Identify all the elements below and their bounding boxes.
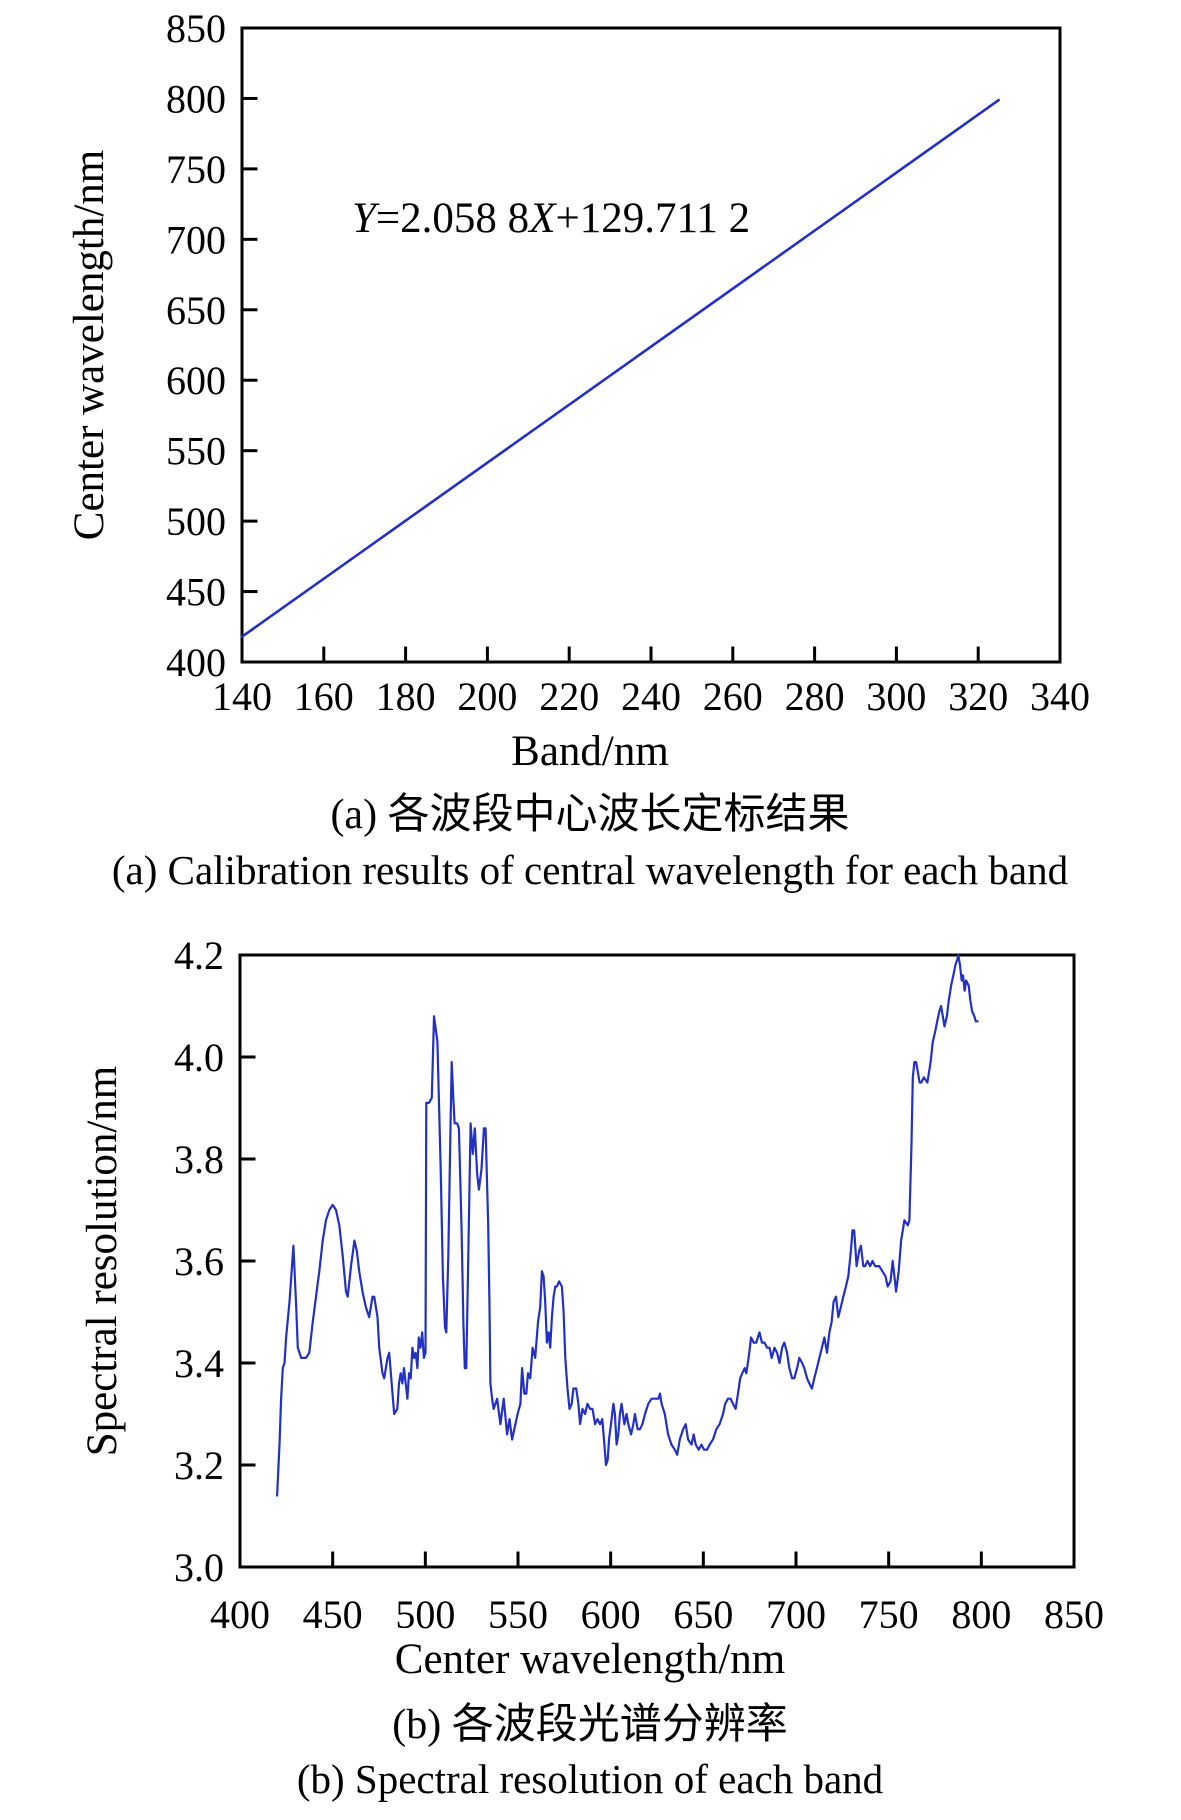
x-tick-label: 140 — [212, 674, 272, 719]
series-spectral-resolution — [276, 953, 979, 1497]
chart-a-frame — [240, 26, 1062, 664]
x-tick-label: 850 — [1044, 1592, 1104, 1637]
x-tick-label: 220 — [539, 674, 599, 719]
series-linear-calibration-fit — [240, 98, 1000, 638]
x-tick-label: 800 — [951, 1592, 1011, 1637]
y-tick-label: 3.2 — [174, 1443, 224, 1488]
x-tick-label: 300 — [866, 674, 926, 719]
chart-a-caption-en: (a) Calibration results of central wavel… — [112, 847, 1068, 893]
chart-a-x-axis-title: Band/nm — [511, 728, 669, 775]
y-tick-label: 600 — [166, 358, 226, 403]
y-tick-label: 450 — [166, 570, 226, 615]
chart-b-x-axis-title: Center wavelength/nm — [395, 1636, 785, 1683]
x-tick-label: 600 — [581, 1592, 641, 1637]
x-tick-label: 500 — [395, 1592, 455, 1637]
y-tick-label: 4.0 — [174, 1035, 224, 1080]
x-tick-label: 200 — [457, 674, 517, 719]
y-tick-label: 400 — [166, 640, 226, 685]
y-tick-label: 3.4 — [174, 1341, 224, 1386]
chart-b-caption-zh: (b) 各波段光谱分辨率 — [392, 1701, 787, 1748]
chart-a-plot: 140 160 180 200 220 240 260 280 300 320 340 400 450 5… — [166, 6, 1090, 719]
fit-equation: Y=2.058 8X+129.711 2 — [352, 195, 750, 242]
x-tick-label: 450 — [303, 1592, 363, 1637]
y-tick-label: 650 — [166, 288, 226, 333]
x-tick-label: 160 — [294, 674, 354, 719]
y-tick-label: 750 — [166, 147, 226, 192]
chart-b-y-axis-title: Spectral resolution/nm — [79, 1066, 126, 1457]
x-tick-label: 400 — [210, 1592, 270, 1637]
y-tick-label: 550 — [166, 429, 226, 474]
x-tick-label: 550 — [488, 1592, 548, 1637]
x-tick-label: 320 — [948, 674, 1008, 719]
x-tick-label: 260 — [703, 674, 763, 719]
chart-b-caption-en: (b) Spectral resolution of each band — [297, 1756, 883, 1802]
chart-b-plot: 400 450 500 550 600 650 700 750 800 850 3.0 3.2 3.4 3… — [174, 933, 1104, 1637]
x-tick-label: 340 — [1030, 674, 1090, 719]
y-tick-label: 4.2 — [174, 933, 224, 978]
x-tick-label: 700 — [766, 1592, 826, 1637]
y-tick-label: 850 — [166, 6, 226, 51]
chart-a-y-axis-title: Center wavelength/nm — [66, 150, 113, 540]
chart-a-caption-zh: (a) 各波段中心波长定标结果 — [330, 791, 849, 838]
chart-b-frame — [238, 953, 1076, 1569]
x-tick-label: 750 — [859, 1592, 919, 1637]
x-tick-label: 240 — [621, 674, 681, 719]
y-tick-label: 700 — [166, 217, 226, 262]
y-tick-label: 800 — [166, 76, 226, 121]
x-tick-label: 650 — [673, 1592, 733, 1637]
y-tick-label: 3.6 — [174, 1239, 224, 1284]
y-tick-label: 3.0 — [174, 1545, 224, 1590]
x-tick-label: 180 — [376, 674, 436, 719]
y-tick-label: 3.8 — [174, 1137, 224, 1182]
x-tick-label: 280 — [785, 674, 845, 719]
y-tick-label: 500 — [166, 499, 226, 544]
